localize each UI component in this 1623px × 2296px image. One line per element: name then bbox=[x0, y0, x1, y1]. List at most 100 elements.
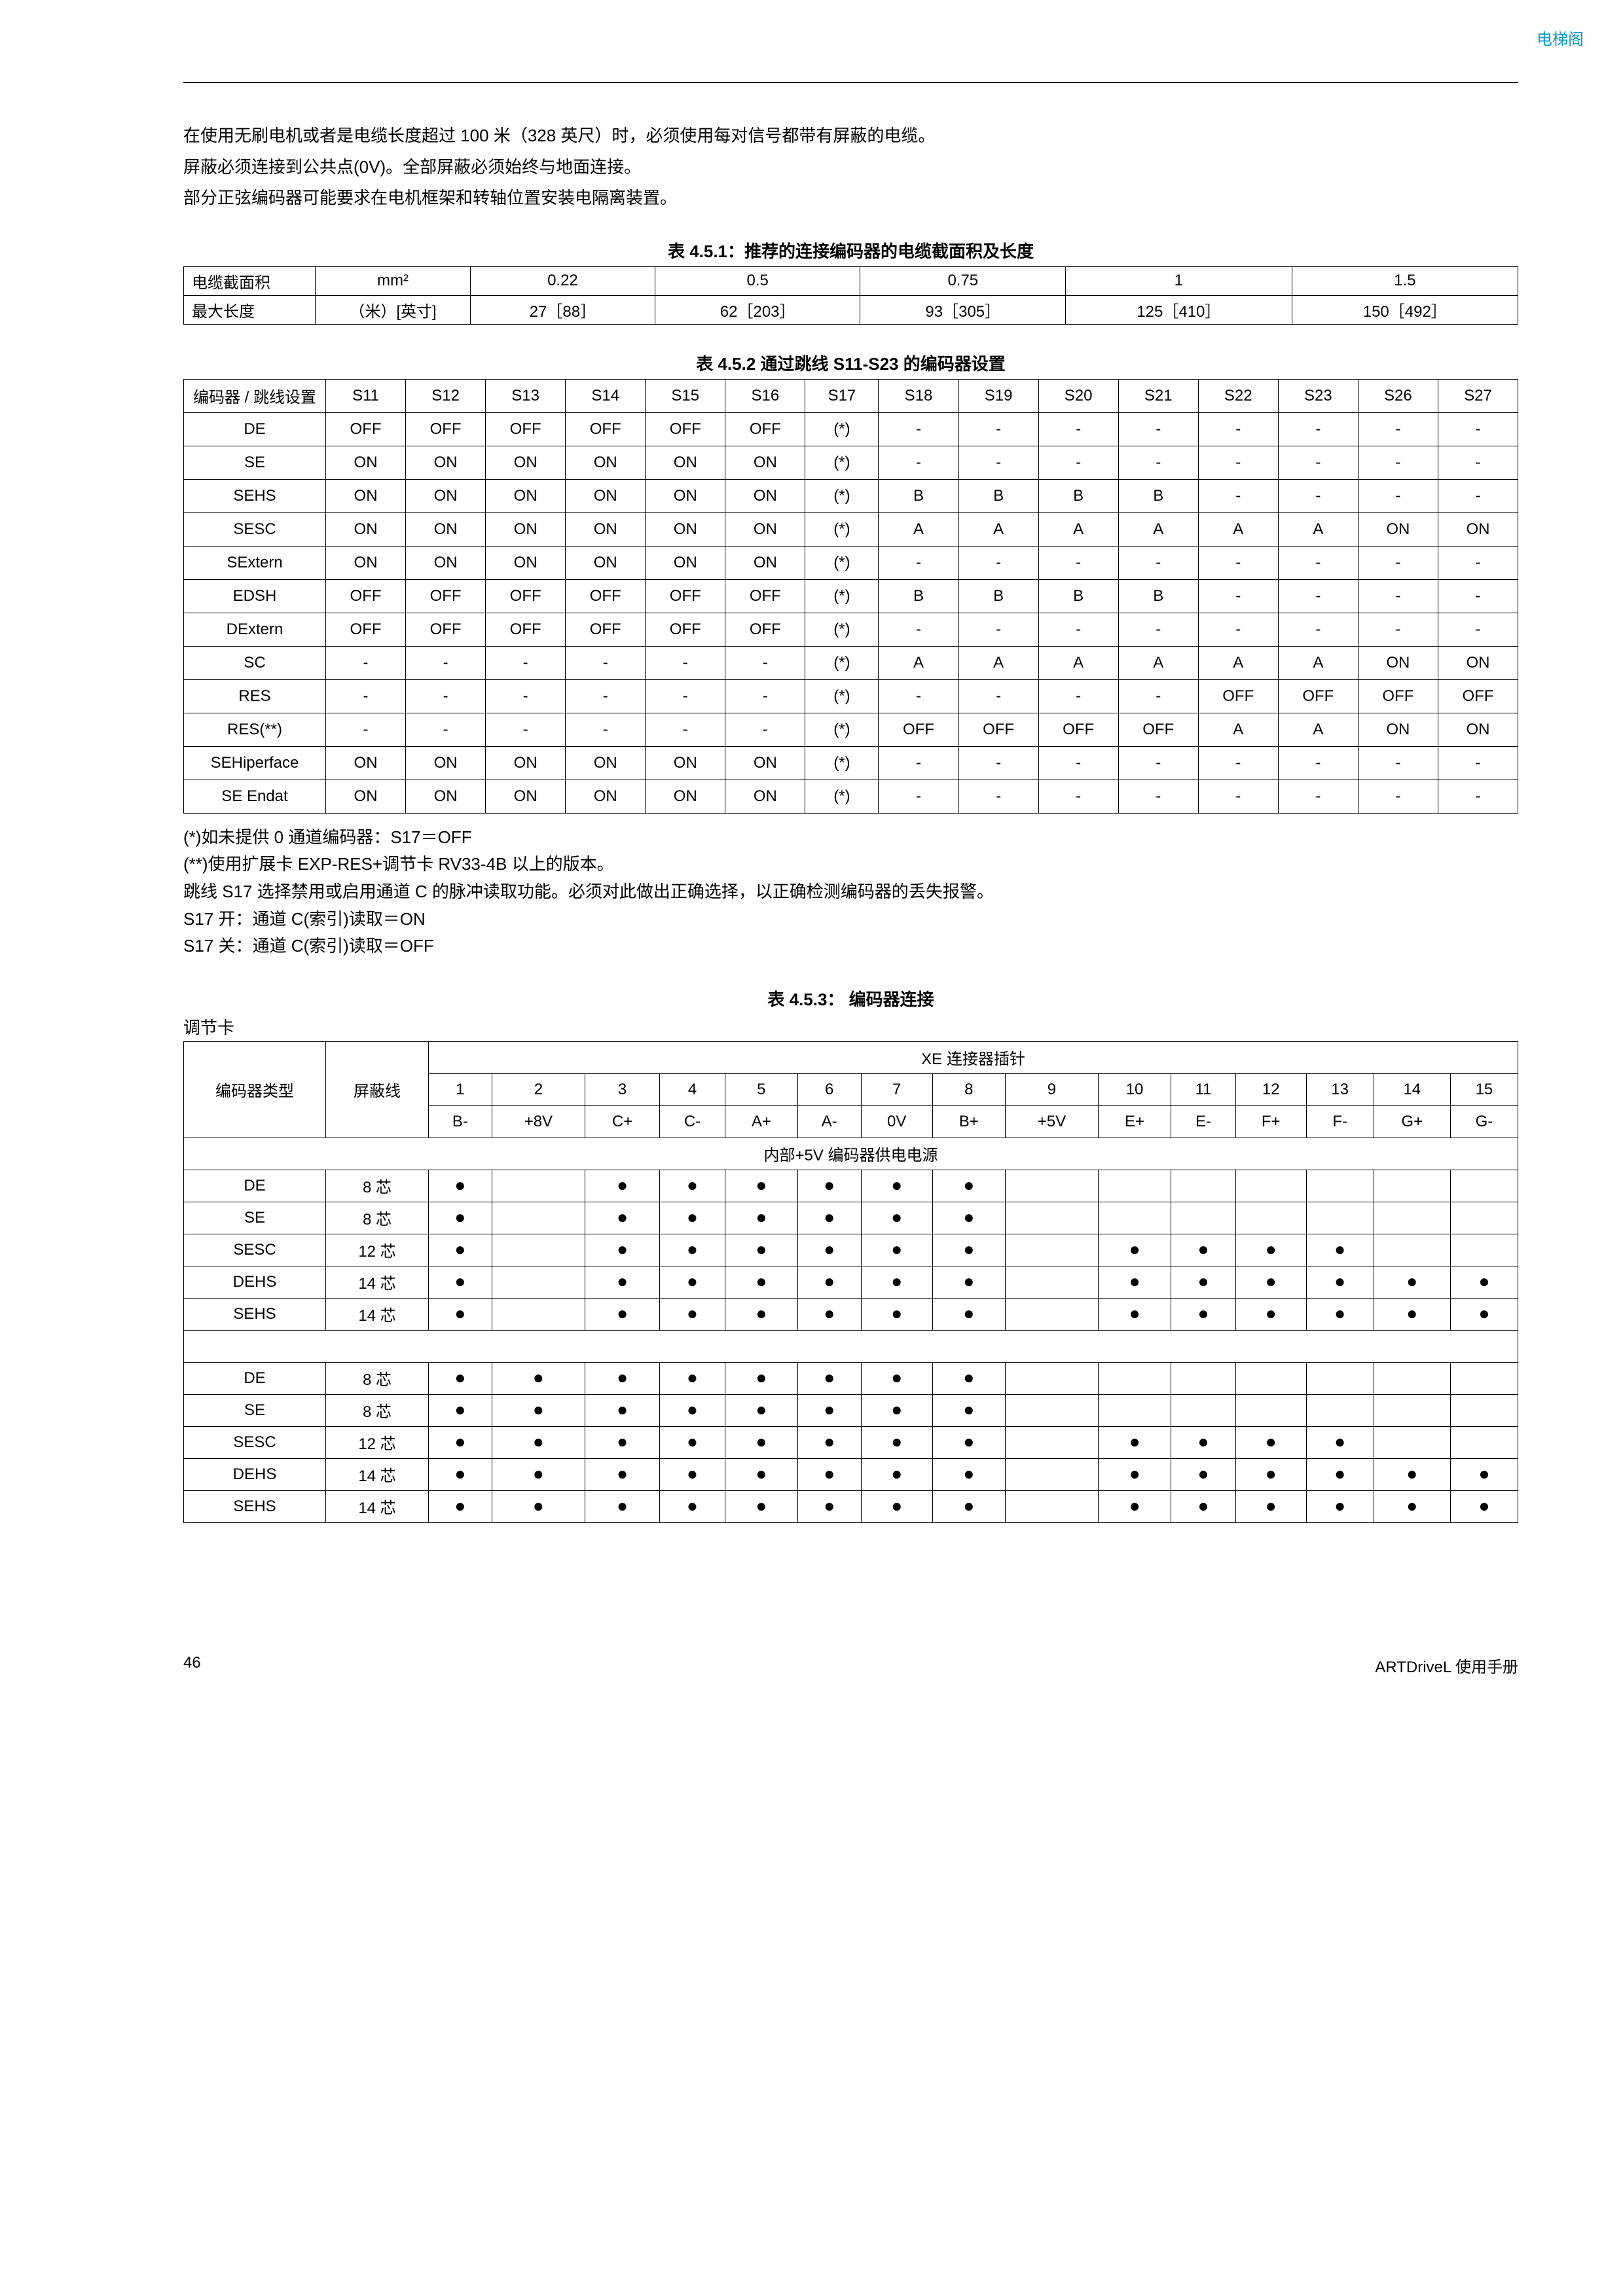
dot-icon: ● bbox=[756, 1271, 767, 1291]
dot-icon: ● bbox=[533, 1399, 544, 1420]
table-cell: OFF bbox=[725, 579, 805, 613]
table-cell: ON bbox=[406, 446, 486, 479]
page-number: 46 bbox=[183, 1654, 201, 1677]
dot-icon: ● bbox=[1334, 1431, 1345, 1452]
table-cell: - bbox=[1198, 479, 1278, 512]
table-cell: - bbox=[958, 546, 1038, 579]
table-header-cell: S15 bbox=[646, 379, 725, 412]
table-cell: - bbox=[646, 646, 725, 679]
table-cell bbox=[1235, 1202, 1306, 1234]
table-cell: A bbox=[1198, 646, 1278, 679]
table-cell: ON bbox=[486, 746, 566, 780]
table-cell: ● bbox=[492, 1394, 585, 1426]
table-cell: ● bbox=[585, 1202, 660, 1234]
table-cell: ● bbox=[797, 1362, 861, 1394]
table-cell: ON bbox=[406, 780, 486, 813]
table-cell: ON bbox=[566, 512, 646, 546]
table-cell: ● bbox=[1171, 1490, 1236, 1522]
dot-icon: ● bbox=[891, 1496, 902, 1516]
table-cell: ● bbox=[797, 1266, 861, 1298]
table-cell: ON bbox=[406, 546, 486, 579]
table-cell: 13 bbox=[1306, 1073, 1374, 1105]
dot-icon: ● bbox=[891, 1463, 902, 1484]
table-cell: ● bbox=[1450, 1266, 1518, 1298]
table-cell: ● bbox=[797, 1458, 861, 1490]
table-cell bbox=[1005, 1362, 1098, 1394]
dot-icon: ● bbox=[687, 1399, 698, 1420]
dot-icon: ● bbox=[533, 1496, 544, 1516]
table-cell: ON bbox=[486, 546, 566, 579]
table-cell: ● bbox=[1171, 1426, 1236, 1458]
table-cell: A bbox=[1118, 512, 1198, 546]
table-cell bbox=[492, 1202, 585, 1234]
dot-icon: ● bbox=[891, 1367, 902, 1388]
table-cell: ● bbox=[1235, 1234, 1306, 1266]
table-cell: ON bbox=[725, 479, 805, 512]
table-cell: ● bbox=[725, 1490, 797, 1522]
dot-icon: ● bbox=[756, 1463, 767, 1484]
table-cell: E+ bbox=[1099, 1105, 1171, 1138]
table-cell: 3 bbox=[585, 1073, 660, 1105]
dot-icon: ● bbox=[963, 1239, 974, 1259]
table-cell: B- bbox=[429, 1105, 492, 1138]
table-cell: SESC bbox=[184, 1426, 326, 1458]
table-cell bbox=[1235, 1394, 1306, 1426]
table-cell: - bbox=[1198, 579, 1278, 613]
table-cell: OFF bbox=[1038, 713, 1118, 746]
table-cell: ● bbox=[660, 1394, 725, 1426]
table-cell: G- bbox=[1450, 1105, 1518, 1138]
dot-icon: ● bbox=[756, 1207, 767, 1227]
table-cell: ● bbox=[725, 1362, 797, 1394]
table-cell: - bbox=[725, 713, 805, 746]
table-cell: OFF bbox=[725, 412, 805, 446]
table-cell: A bbox=[1278, 512, 1358, 546]
table-cell: B bbox=[879, 579, 958, 613]
table-cell: OFF bbox=[326, 579, 406, 613]
table-cell bbox=[1306, 1362, 1374, 1394]
table-cell: - bbox=[1358, 479, 1438, 512]
table-header-cell: S11 bbox=[326, 379, 406, 412]
table-cell: ● bbox=[725, 1458, 797, 1490]
dot-icon: ● bbox=[687, 1271, 698, 1291]
dot-icon: ● bbox=[1478, 1271, 1489, 1291]
table-cell: - bbox=[1038, 412, 1118, 446]
dot-icon: ● bbox=[756, 1367, 767, 1388]
table-cell bbox=[1450, 1202, 1518, 1234]
table-row-label: SEHiperface bbox=[184, 746, 326, 780]
table-cell: ON bbox=[1438, 713, 1518, 746]
table-header-cell: S22 bbox=[1198, 379, 1278, 412]
dot-icon: ● bbox=[1266, 1431, 1277, 1452]
table-cell: 150［492］ bbox=[1292, 295, 1518, 324]
dot-icon: ● bbox=[963, 1207, 974, 1227]
dot-icon: ● bbox=[891, 1175, 902, 1195]
table-cell: ● bbox=[1171, 1458, 1236, 1490]
table-cell: ● bbox=[1171, 1266, 1236, 1298]
table-cell: E- bbox=[1171, 1105, 1236, 1138]
table-cell: ON bbox=[566, 746, 646, 780]
table-cell: 14 芯 bbox=[326, 1298, 429, 1330]
table-cell: ● bbox=[492, 1458, 585, 1490]
table-cell: ON bbox=[646, 479, 725, 512]
table-cell: OFF bbox=[406, 412, 486, 446]
table-cell: ON bbox=[326, 446, 406, 479]
table-cell: 8 芯 bbox=[326, 1394, 429, 1426]
table-cell: ● bbox=[429, 1266, 492, 1298]
table-cell: 12 芯 bbox=[326, 1234, 429, 1266]
table-cell bbox=[1171, 1170, 1236, 1202]
table-cell: ● bbox=[932, 1490, 1005, 1522]
header-link[interactable]: 电梯阁 bbox=[39, 26, 1584, 49]
table-cell: B+ bbox=[932, 1105, 1005, 1138]
table-cell: 屏蔽线 bbox=[326, 1041, 429, 1138]
dot-icon: ● bbox=[756, 1431, 767, 1452]
table-cell: ● bbox=[797, 1170, 861, 1202]
table-cell: ● bbox=[1374, 1266, 1450, 1298]
dot-icon: ● bbox=[533, 1463, 544, 1484]
table-cell: (*) bbox=[805, 512, 879, 546]
dot-icon: ● bbox=[1266, 1271, 1277, 1291]
table-cell: ● bbox=[797, 1394, 861, 1426]
table-cell: 12 芯 bbox=[326, 1426, 429, 1458]
table-cell: DE bbox=[184, 1170, 326, 1202]
table-cell: ● bbox=[861, 1362, 932, 1394]
table-cell: - bbox=[1278, 446, 1358, 479]
table-cell: ● bbox=[429, 1234, 492, 1266]
